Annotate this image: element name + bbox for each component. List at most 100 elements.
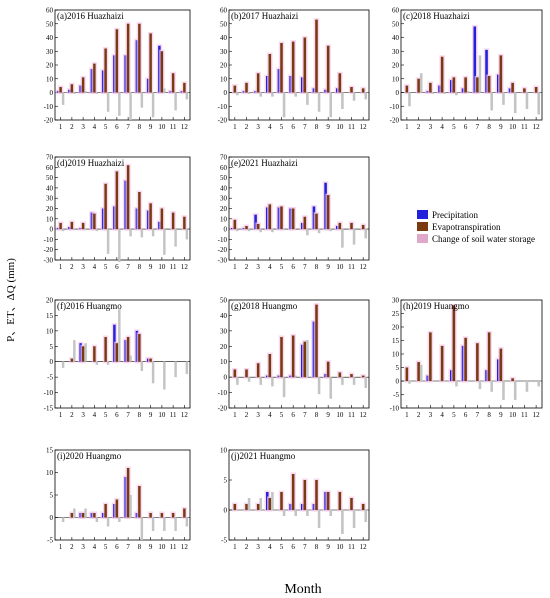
dq-bar: [151, 517, 155, 531]
x-tick-label: 8: [138, 263, 142, 271]
x-tick-label: 1: [233, 263, 237, 271]
x-tick-label: 12: [181, 263, 189, 271]
x-tick-label: 3: [256, 263, 260, 271]
et-bar: [115, 29, 119, 93]
et-bar: [149, 513, 152, 518]
dq-bar: [352, 510, 356, 528]
y-tick-label: 70: [46, 154, 54, 162]
x-tick-label: 4: [93, 263, 97, 271]
y-tick-label: 70: [220, 154, 228, 162]
y-tick-label: -10: [44, 103, 54, 111]
dq-bar: [118, 92, 121, 116]
dq-bar: [151, 229, 155, 237]
dq-bar: [73, 508, 76, 518]
y-tick-label: 20: [46, 205, 54, 213]
dq-bar: [443, 92, 447, 94]
et-bar: [256, 73, 260, 93]
et-bar: [268, 54, 272, 93]
x-tick-label: 7: [476, 411, 480, 419]
x-tick-label: 1: [233, 543, 237, 551]
et-bar: [256, 363, 260, 378]
x-tick-label: 9: [499, 411, 503, 419]
y-tick-label: 20: [46, 297, 54, 305]
dq-bar: [317, 510, 321, 528]
y-tick-label: 50: [220, 297, 228, 305]
et-bar: [245, 369, 248, 378]
et-bar: [350, 498, 353, 510]
x-tick-label: 11: [348, 411, 355, 419]
dq-bar: [174, 92, 177, 111]
x-tick-label: 12: [533, 411, 541, 419]
et-bar: [268, 498, 272, 510]
y-tick-label: 50: [220, 20, 228, 28]
y-tick-label: 0: [396, 378, 400, 386]
y-tick-label: 0: [50, 226, 54, 234]
dq-bar: [151, 92, 155, 118]
et-bar: [70, 513, 74, 518]
x-tick-label: 8: [315, 411, 319, 419]
et-bar: [160, 513, 164, 518]
panel-title: (h)2019 Huangmo: [403, 301, 470, 311]
x-tick-label: 12: [533, 123, 541, 131]
dq-bar: [537, 381, 541, 387]
et-bar: [70, 358, 74, 362]
y-tick-label: 20: [392, 62, 400, 70]
et-bar: [70, 221, 74, 230]
panel-title: (j)2021 Huangmo: [231, 451, 296, 461]
et-bar: [315, 213, 318, 230]
dq-bar: [106, 517, 110, 527]
dq-bar: [174, 229, 177, 247]
dq-bar: [118, 309, 121, 362]
x-tick-label: 8: [138, 543, 142, 551]
et-bar: [499, 55, 503, 93]
et-bar: [499, 348, 503, 381]
legend: Precipitation Evapotranspiration Change …: [417, 210, 535, 244]
x-tick-label: 9: [149, 263, 153, 271]
et-bar: [280, 43, 283, 93]
et-bar: [93, 513, 96, 518]
et-bar: [268, 204, 272, 230]
et-bar: [138, 486, 141, 518]
y-tick-label: 60: [220, 164, 228, 172]
y-tick-label: 40: [46, 34, 54, 42]
x-tick-label: 6: [291, 411, 295, 419]
x-tick-label: 7: [303, 263, 307, 271]
et-bar: [93, 63, 96, 93]
dq-bar: [317, 92, 321, 112]
dq-bar: [478, 381, 482, 390]
et-bar: [350, 374, 353, 378]
x-tick-label: 6: [464, 123, 468, 131]
et-bar: [326, 45, 330, 93]
dq-bar: [118, 229, 121, 263]
x-tick-label: 3: [256, 123, 260, 131]
y-tick-label: 20: [220, 343, 228, 351]
x-tick-label: 1: [59, 263, 63, 271]
x-tick-label: 4: [440, 123, 444, 131]
x-tick-label: 4: [268, 543, 272, 551]
dq-bar: [140, 361, 144, 371]
et-bar: [171, 212, 175, 230]
x-tick-label: 7: [303, 123, 307, 131]
x-tick-label: 2: [245, 543, 249, 551]
et-bar: [149, 203, 152, 230]
dq-bar: [525, 381, 529, 392]
y-tick-label: 5: [396, 364, 400, 372]
x-tick-label: 3: [81, 263, 85, 271]
dq-bar: [513, 92, 517, 114]
x-tick-label: 9: [149, 543, 153, 551]
dq-bar: [271, 377, 274, 387]
et-bar: [81, 222, 85, 230]
et-bar: [81, 77, 85, 93]
x-tick-label: 6: [291, 263, 295, 271]
panel-title: (i)2020 Huangmo: [57, 451, 122, 461]
x-tick-label: 6: [115, 411, 119, 419]
x-tick-label: 6: [291, 123, 295, 131]
x-tick-label: 12: [360, 543, 368, 551]
x-tick-label: 5: [452, 411, 456, 419]
x-tick-label: 11: [348, 263, 355, 271]
et-bar: [464, 77, 467, 93]
dq-bar: [341, 229, 344, 248]
